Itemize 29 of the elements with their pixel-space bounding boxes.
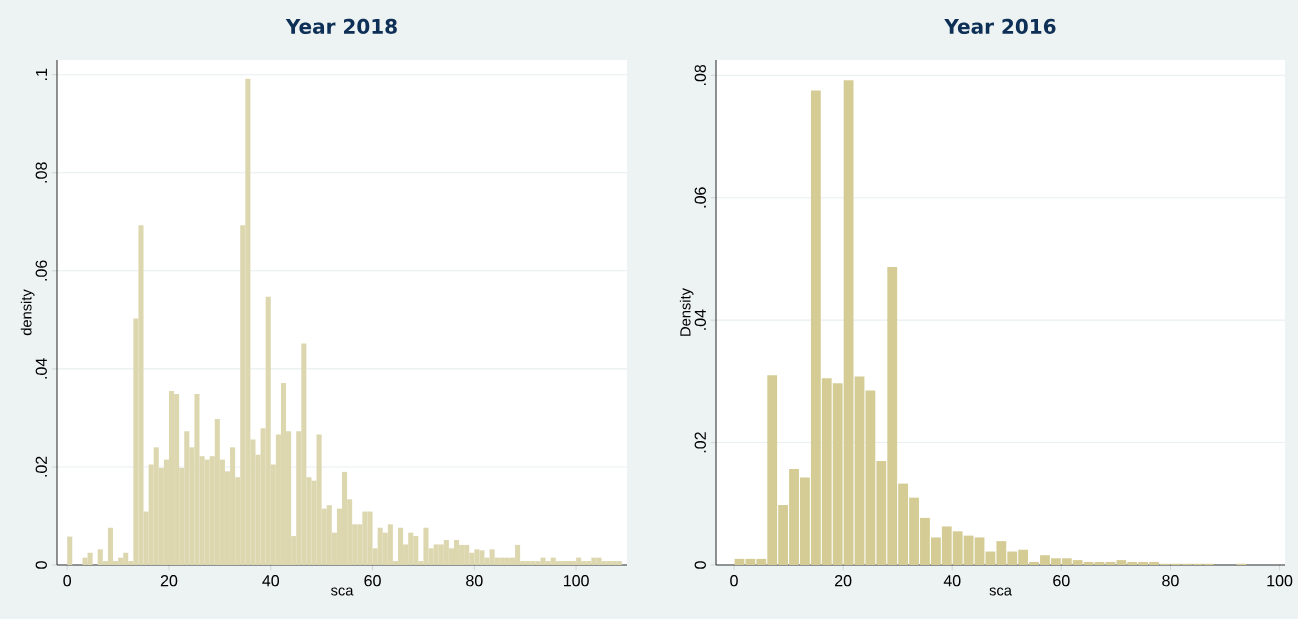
x-tick-label: 20 <box>160 575 178 587</box>
y-tick-label: .02 <box>694 432 706 453</box>
y-axis-title: Density <box>679 288 694 336</box>
y-tick-label: .02 <box>35 456 47 477</box>
y-tick-label: .04 <box>35 358 47 379</box>
y-axis-title: density <box>20 289 35 336</box>
x-tick-label: 60 <box>1053 575 1070 587</box>
y-tick-label: .06 <box>35 260 47 281</box>
x-tick-label: 20 <box>835 575 852 587</box>
x-tick-label: 80 <box>1162 575 1179 587</box>
x-tick-label: 0 <box>63 575 72 587</box>
y-tick-label: 0 <box>35 561 47 569</box>
x-axis-title: sca <box>331 587 354 596</box>
x-tick-label: 0 <box>730 575 738 587</box>
x-tick-label: 40 <box>262 575 280 587</box>
y-tick-label: 0 <box>694 561 706 569</box>
x-tick-label: 60 <box>364 575 381 587</box>
y-tick-label: .08 <box>35 162 47 183</box>
chart-title: Year 2018 <box>285 18 397 34</box>
x-tick-label: 40 <box>943 575 961 587</box>
y-tick-label: .04 <box>694 309 706 330</box>
x-tick-label: 100 <box>563 575 589 587</box>
x-axis-title: sca <box>989 587 1012 596</box>
y-tick-label: .06 <box>694 187 706 208</box>
y-tick-label: .08 <box>694 64 706 85</box>
y-tick-label: .1 <box>35 68 47 80</box>
x-tick-label: 80 <box>466 575 483 587</box>
x-tick-label: 100 <box>1267 575 1293 587</box>
chart-title: Year 2016 <box>944 18 1056 34</box>
